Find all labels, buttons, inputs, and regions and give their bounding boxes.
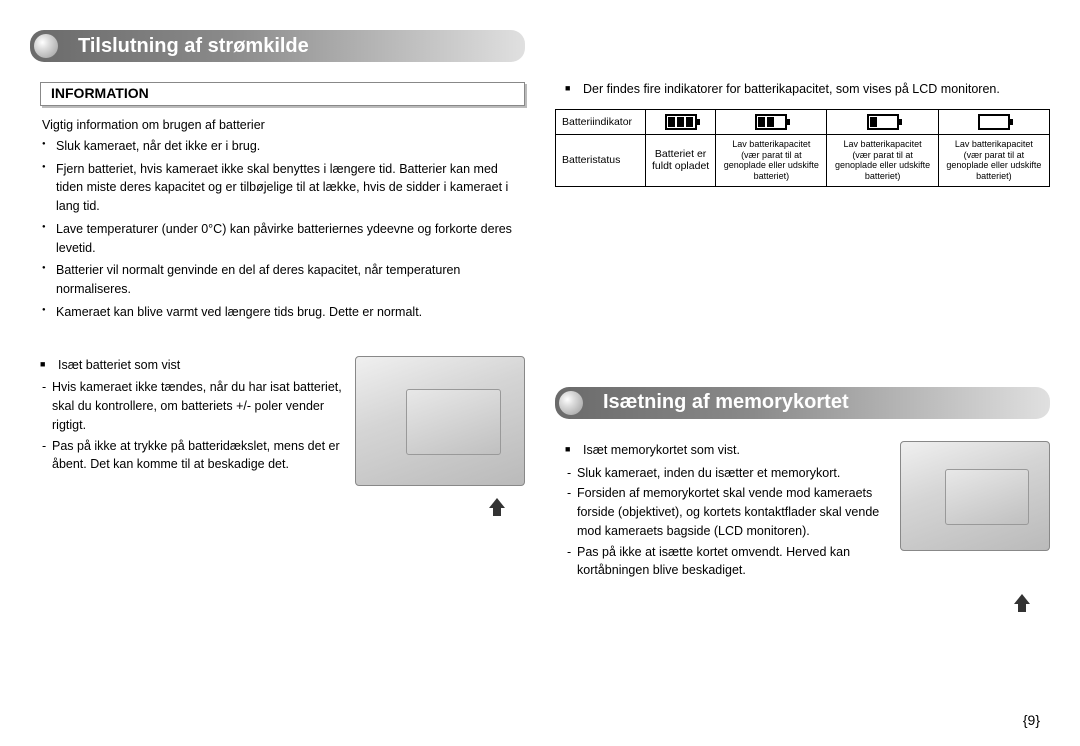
status-cell: Lav batterikapacitet(vær parat til at ge… xyxy=(716,134,827,186)
insert-memory-item: -Sluk kameraet, inden du isætter et memo… xyxy=(567,464,890,483)
info-bullet-list: Sluk kameraet, når det ikke er i brug. F… xyxy=(42,137,525,326)
battery-insert-illustration xyxy=(355,356,525,486)
status-cell: Lav batterikapacitet(vær parat til at ge… xyxy=(938,134,1049,186)
section-header-power: Tilslutning af strømkilde xyxy=(30,30,525,62)
table-row: Batteriindikator xyxy=(556,109,1050,134)
battery-one-icon xyxy=(867,114,899,130)
status-cell: Lav batterikapacitet(vær parat til at ge… xyxy=(827,134,938,186)
indicator-intro: Der findes fire indikatorer for batterik… xyxy=(565,80,1050,99)
info-intro: Vigtig information om brugen af batterie… xyxy=(42,116,525,135)
section-title: Tilslutning af strømkilde xyxy=(78,35,309,58)
information-box: INFORMATION xyxy=(40,82,525,106)
table-row: Batteristatus Batteriet er fuldt opladet… xyxy=(556,134,1050,186)
information-label: INFORMATION xyxy=(51,85,149,101)
arrow-up-icon xyxy=(1014,594,1030,604)
battery-empty-icon xyxy=(978,114,1010,130)
battery-cell xyxy=(827,109,938,134)
info-bullet: Sluk kameraet, når det ikke er i brug. xyxy=(42,137,525,156)
row-label: Batteristatus xyxy=(556,134,646,186)
battery-full-icon xyxy=(665,114,697,130)
row-label: Batteriindikator xyxy=(556,109,646,134)
insert-memory-title: Isæt memorykortet som vist. xyxy=(565,441,890,460)
arrow-up-icon xyxy=(489,498,505,508)
battery-two-icon xyxy=(755,114,787,130)
insert-memory-item: -Pas på ikke at isætte kortet omvendt. H… xyxy=(567,543,890,581)
info-bullet: Batterier vil normalt genvinde en del af… xyxy=(42,261,525,299)
insert-battery-item: -Pas på ikke at trykke på batteridækslet… xyxy=(42,437,345,475)
battery-cell xyxy=(938,109,1049,134)
section-header-memory: Isætning af memorykortet xyxy=(555,387,1050,419)
memory-insert-illustration xyxy=(900,441,1050,551)
insert-battery-item: -Hvis kameraet ikke tændes, når du har i… xyxy=(42,378,345,434)
info-bullet: Kameraet kan blive varmt ved længere tid… xyxy=(42,303,525,322)
info-bullet: Lave temperaturer (under 0°C) kan påvirk… xyxy=(42,220,525,258)
info-bullet: Fjern batteriet, hvis kameraet ikke skal… xyxy=(42,160,525,216)
section-title: Isætning af memorykortet xyxy=(603,391,849,414)
status-cell: Batteriet er fuldt opladet xyxy=(646,134,716,186)
battery-cell xyxy=(646,109,716,134)
insert-battery-title: Isæt batteriet som vist xyxy=(40,356,345,375)
battery-cell xyxy=(716,109,827,134)
battery-indicator-table: Batteriindikator Batteristatus Batteriet… xyxy=(555,109,1050,187)
insert-memory-item: -Forsiden af memorykortet skal vende mod… xyxy=(567,484,890,540)
page-number: {9} xyxy=(1023,712,1040,728)
